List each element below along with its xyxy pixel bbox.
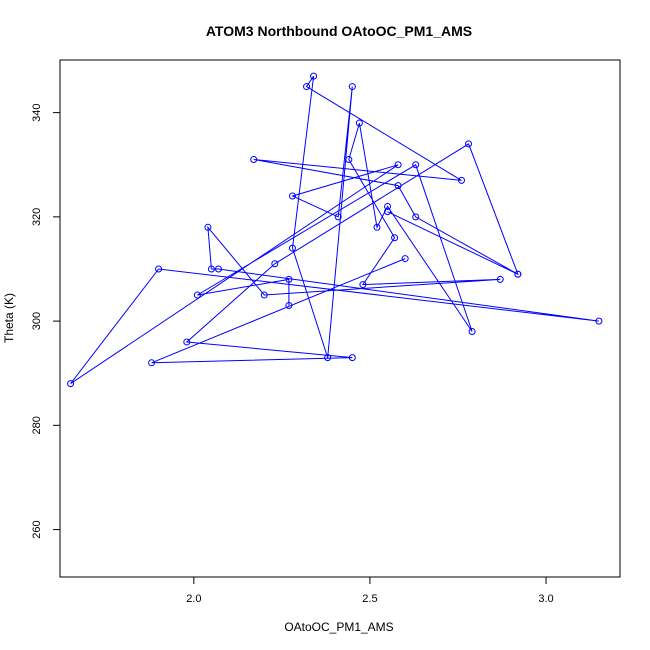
data-point (468, 328, 476, 336)
data-point (183, 338, 191, 346)
data-point (355, 119, 363, 127)
chart-title: ATOM3 Northbound OAtoOC_PM1_AMS (206, 23, 472, 39)
x-axis-label: OAtoOC_PM1_AMS (284, 620, 393, 634)
y-tick-label: 280 (31, 416, 43, 434)
data-point (391, 234, 399, 242)
y-tick-label: 340 (31, 103, 43, 121)
series-layer (67, 72, 603, 388)
data-point (271, 260, 279, 268)
x-axis: 2.0 2.5 3.0 (186, 576, 554, 605)
data-point (334, 213, 342, 221)
data-point (458, 176, 466, 184)
data-point (394, 161, 402, 169)
data-point (348, 354, 356, 362)
data-point (514, 270, 522, 278)
plot-frame (59, 59, 621, 578)
data-point (359, 281, 367, 289)
data-point (412, 161, 420, 169)
data-point (207, 265, 215, 273)
x-tick-label: 3.0 (538, 593, 553, 605)
data-point (384, 208, 392, 216)
data-point (384, 202, 392, 210)
y-tick-label: 300 (31, 312, 43, 330)
data-point (412, 213, 420, 221)
data-point (155, 265, 163, 273)
data-point (303, 83, 311, 91)
data-point (288, 192, 296, 200)
series-line (70, 75, 599, 385)
data-point (193, 291, 201, 299)
data-point (148, 359, 156, 367)
data-point (285, 275, 293, 283)
data-point (67, 380, 75, 388)
x-tick-label: 2.0 (186, 593, 201, 605)
data-point (373, 223, 381, 231)
y-axis-label: Theta (K) (2, 293, 16, 343)
y-tick-label: 260 (31, 520, 43, 538)
y-axis: 260 280 300 320 340 (31, 103, 61, 539)
data-point (324, 354, 332, 362)
y-tick-label: 320 (31, 208, 43, 226)
data-point (465, 140, 473, 148)
data-point (288, 244, 296, 252)
data-point (345, 156, 353, 164)
data-point (401, 255, 409, 263)
data-point (595, 317, 603, 325)
x-tick-label: 2.5 (362, 593, 377, 605)
data-point (348, 83, 356, 91)
data-point (496, 275, 504, 283)
data-point (214, 265, 222, 273)
data-point (260, 291, 268, 299)
data-point (310, 72, 318, 80)
data-point (285, 301, 293, 309)
data-point (250, 156, 258, 164)
data-point (394, 182, 402, 190)
data-point (204, 223, 212, 231)
